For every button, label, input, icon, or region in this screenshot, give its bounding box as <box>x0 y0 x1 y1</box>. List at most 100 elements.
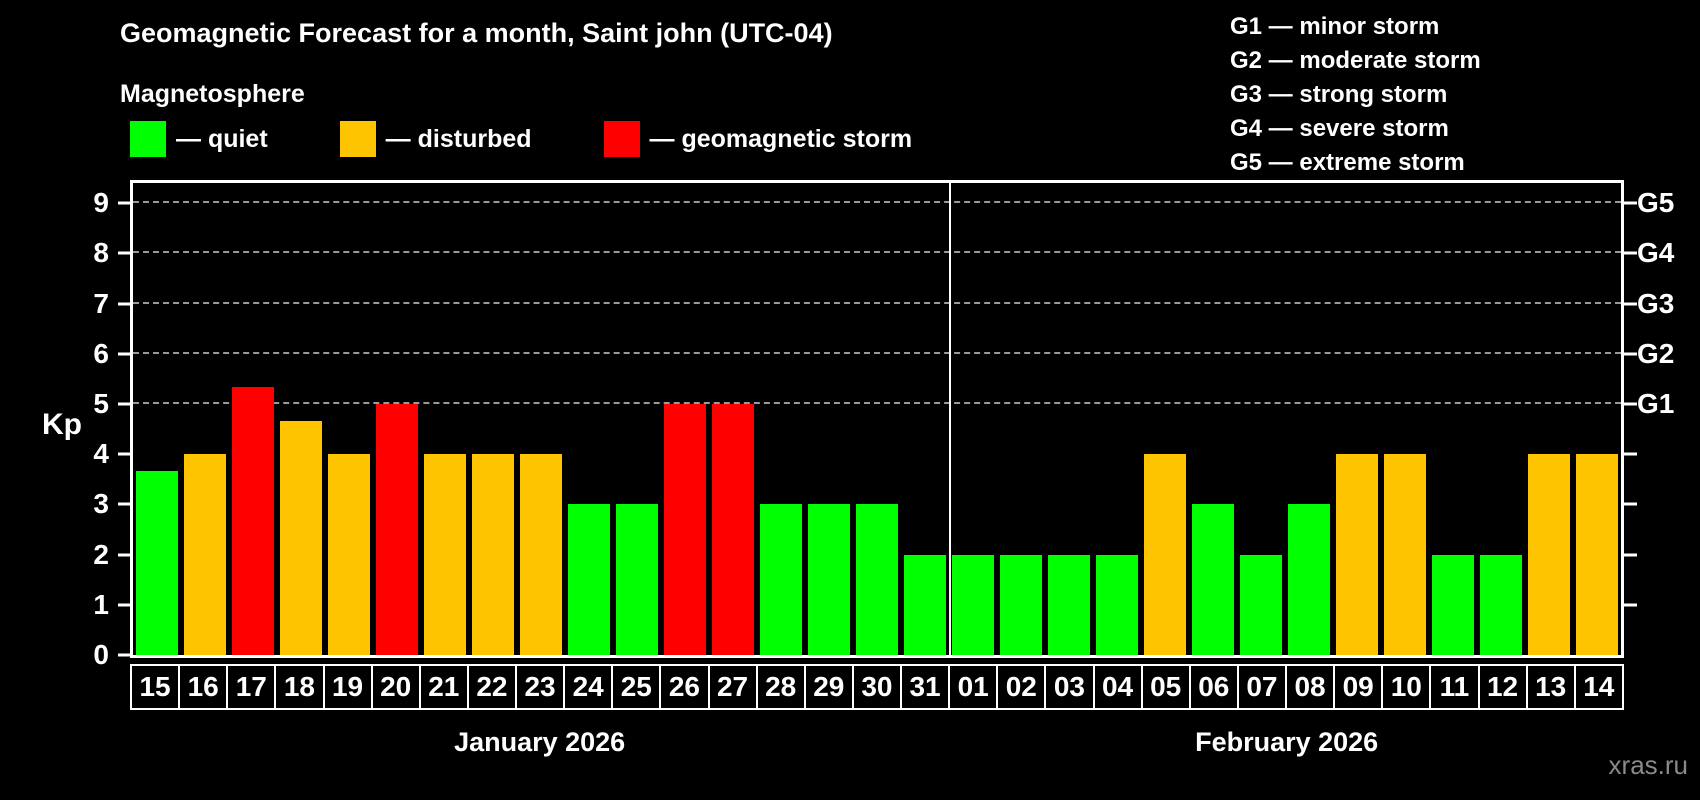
y-tick-right-4 <box>1624 452 1637 456</box>
kp-bar-day-10 <box>1383 454 1427 655</box>
day-label-26: 26 <box>659 664 710 710</box>
day-label-14: 14 <box>1573 664 1624 710</box>
y-tick-label-0: 0 <box>93 639 109 670</box>
day-label-17: 17 <box>226 664 277 710</box>
magnetosphere-subtitle: Magnetosphere <box>120 80 305 108</box>
y-tick-right-1 <box>1624 603 1637 607</box>
kp-bar-day-07 <box>1239 554 1283 655</box>
watermark: xras.ru <box>1608 750 1688 780</box>
day-label-23: 23 <box>515 664 566 710</box>
y-tick-left-7 <box>118 302 131 306</box>
storm-scale-line-3: G3 — strong storm <box>1230 81 1448 108</box>
day-label-29: 29 <box>803 664 854 710</box>
day-label-31: 31 <box>900 664 951 710</box>
kp-bar-day-13 <box>1527 454 1571 655</box>
y-tick-right-9 <box>1624 201 1637 205</box>
storm-swatch-icon <box>603 121 640 157</box>
day-label-25: 25 <box>611 664 662 710</box>
kp-bar-day-21 <box>423 454 467 655</box>
day-label-10: 10 <box>1381 664 1432 710</box>
kp-bar-day-17 <box>231 387 275 655</box>
gridline-kp-8 <box>133 251 1621 254</box>
legend-label: — quiet <box>176 124 268 153</box>
gridline-kp-9 <box>133 201 1621 204</box>
legend-item-storm: — geomagnetic storm <box>603 121 913 157</box>
y-tick-right-6 <box>1624 352 1637 356</box>
g-level-label-G1: G1 <box>1637 387 1675 419</box>
kp-axis-title: Kp <box>42 408 82 441</box>
y-tick-right-7 <box>1624 302 1637 306</box>
day-label-21: 21 <box>418 664 469 710</box>
y-tick-right-8 <box>1624 251 1637 255</box>
chart-plot-area: 0 1 2 3 4 5 6 7 8 9 G1 G2 G3 G4 G5 <box>93 180 1674 669</box>
day-label-13: 13 <box>1525 664 1576 710</box>
y-tick-label-5: 5 <box>93 387 109 419</box>
kp-bar-day-09 <box>1335 454 1379 655</box>
y-tick-left-2 <box>118 553 131 557</box>
kp-bar-day-27 <box>711 403 755 655</box>
day-label-30: 30 <box>851 664 902 710</box>
kp-bar-day-19 <box>327 454 371 655</box>
kp-bar-day-31 <box>903 554 947 655</box>
storm-scale-legend: G1 — minor storm G2 — moderate storm G3 — … <box>1230 10 1481 180</box>
day-label-22: 22 <box>466 664 517 710</box>
y-tick-label-9: 9 <box>93 187 109 219</box>
quiet-swatch-icon <box>130 121 166 157</box>
y-tick-left-5 <box>118 402 131 406</box>
y-tick-label-4: 4 <box>93 438 109 470</box>
y-tick-right-3 <box>1624 502 1637 506</box>
kp-bar-day-03 <box>1047 554 1091 655</box>
month-label-1: January 2026 <box>454 727 626 757</box>
storm-scale-line-2: G2 — moderate storm <box>1230 47 1481 74</box>
y-tick-left-4 <box>118 452 131 456</box>
gridline-kp-6 <box>133 351 1621 354</box>
kp-bar-day-06 <box>1191 504 1235 655</box>
y-tick-label-6: 6 <box>93 337 109 369</box>
y-tick-left-6 <box>118 352 131 356</box>
kp-bar-day-18 <box>279 420 323 655</box>
kp-bar-day-04 <box>1095 554 1139 655</box>
day-label-28: 28 <box>755 664 806 710</box>
day-label-16: 16 <box>178 664 229 710</box>
y-tick-right-5 <box>1624 402 1637 406</box>
day-label-05: 05 <box>1140 664 1191 710</box>
day-label-04: 04 <box>1092 664 1143 710</box>
storm-scale-line-1: G1 — minor storm <box>1230 13 1440 40</box>
legend-label: — disturbed <box>385 124 532 153</box>
legend-label: — geomagnetic storm <box>649 124 913 153</box>
kp-bar-day-15 <box>135 470 179 655</box>
gridline-kp-7 <box>133 301 1621 304</box>
kp-bar-day-29 <box>807 504 851 655</box>
day-label-07: 07 <box>1236 664 1287 710</box>
kp-bar-day-24 <box>567 504 611 655</box>
kp-bar-day-02 <box>999 554 1043 655</box>
day-label-12: 12 <box>1477 664 1528 710</box>
storm-scale-line-5: G5 — extreme storm <box>1230 149 1465 176</box>
y-tick-right-2 <box>1624 553 1637 557</box>
y-tick-left-3 <box>118 502 131 506</box>
day-label-03: 03 <box>1044 664 1095 710</box>
legend-item-disturbed: — disturbed <box>339 121 532 157</box>
legend-item-quiet: — quiet <box>130 121 268 157</box>
g-level-label-G5: G5 <box>1637 187 1675 219</box>
y-tick-label-3: 3 <box>93 488 109 520</box>
month-label-2: February 2026 <box>1195 727 1379 757</box>
kp-bar-day-23 <box>519 454 563 655</box>
day-label-01: 01 <box>948 664 999 710</box>
y-tick-label-1: 1 <box>93 588 109 620</box>
day-label-08: 08 <box>1285 664 1336 710</box>
g-level-label-G3: G3 <box>1637 287 1675 319</box>
kp-bar-day-05 <box>1143 454 1187 655</box>
day-label-09: 09 <box>1333 664 1384 710</box>
disturbed-swatch-icon <box>339 121 376 157</box>
month-divider-line <box>949 183 951 655</box>
day-label-06: 06 <box>1188 664 1239 710</box>
y-tick-left-8 <box>118 251 131 255</box>
storm-scale-line-4: G4 — severe storm <box>1230 115 1449 142</box>
kp-bar-day-30 <box>855 504 899 655</box>
kp-bar-day-16 <box>183 454 227 655</box>
kp-bar-day-01 <box>951 554 995 655</box>
day-axis-row: 15 16 17 18 19 20 21 22 23 24 25 26 27 28 29 30 31 01 02 03… <box>130 664 1624 710</box>
day-label-02: 02 <box>996 664 1047 710</box>
kp-bar-day-08 <box>1287 504 1331 655</box>
